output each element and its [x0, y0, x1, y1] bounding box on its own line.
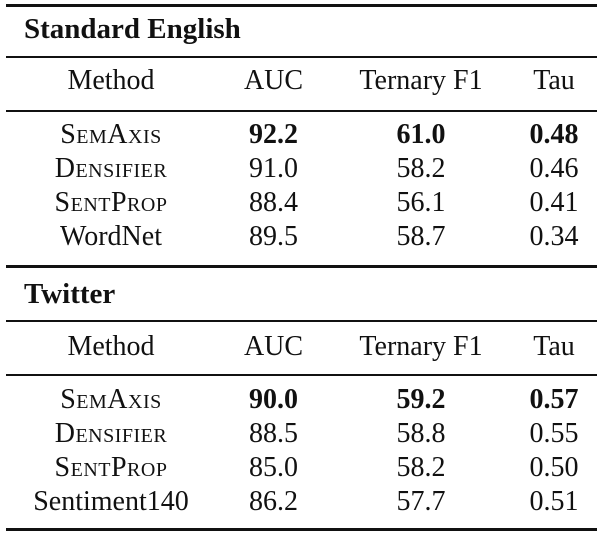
section-divider-rule	[6, 265, 597, 268]
method-cell: SentProp	[54, 187, 168, 218]
ternary-f1-cell: 58.7	[396, 221, 446, 252]
method-cell: SemAxis	[60, 119, 162, 150]
section-title-twitter: Twitter	[24, 278, 116, 310]
method-cell: Densifier	[54, 418, 168, 449]
tau-cell: 0.46	[529, 153, 579, 184]
ternary-f1-cell: 61.0	[396, 119, 446, 150]
section-title-rule	[6, 56, 597, 58]
ternary-f1-cell: 58.8	[396, 418, 446, 449]
auc-cell: 86.2	[249, 486, 298, 517]
header-rule	[6, 374, 597, 376]
table-row: Sentiment140 86.2 57.7 0.51	[6, 485, 597, 519]
column-header-ternary-f1: Ternary F1	[359, 65, 483, 96]
tau-cell: 0.34	[529, 221, 579, 252]
method-cell: SemAxis	[60, 384, 162, 415]
auc-cell: 89.5	[249, 221, 298, 252]
column-header-method: Method	[67, 331, 155, 362]
column-header-tau: Tau	[533, 331, 575, 362]
ternary-f1-cell: 58.2	[396, 153, 446, 184]
column-header-auc: AUC	[243, 65, 304, 96]
tau-cell: 0.55	[529, 418, 579, 449]
tau-cell: 0.57	[529, 384, 579, 415]
method-cell: Densifier	[54, 153, 168, 184]
table-row: WordNet 89.5 58.7 0.34	[6, 220, 597, 254]
table-row: Densifier 91.0 58.2 0.46	[6, 152, 597, 186]
column-header-tau: Tau	[533, 65, 575, 96]
method-cell: WordNet	[60, 221, 162, 252]
table-bottom-rule	[6, 528, 597, 531]
auc-cell: 91.0	[249, 153, 298, 184]
auc-cell: 90.0	[249, 384, 298, 415]
header-rule	[6, 110, 597, 112]
ternary-f1-cell: 59.2	[396, 384, 446, 415]
ternary-f1-cell: 56.1	[396, 187, 446, 218]
header-row: Method AUC Ternary F1 Tau	[6, 330, 597, 364]
column-header-ternary-f1: Ternary F1	[359, 331, 483, 362]
auc-cell: 92.2	[249, 119, 298, 150]
tau-cell: 0.50	[529, 452, 579, 483]
header-row: Method AUC Ternary F1 Tau	[6, 64, 597, 98]
column-header-auc: AUC	[243, 331, 304, 362]
ternary-f1-cell: 58.2	[396, 452, 446, 483]
auc-cell: 85.0	[249, 452, 298, 483]
table-top-rule	[6, 4, 597, 7]
table-row: SemAxis 92.2 61.0 0.48	[6, 118, 597, 152]
auc-cell: 88.4	[249, 187, 298, 218]
table-row: SentProp 88.4 56.1 0.41	[6, 186, 597, 220]
tau-cell: 0.51	[529, 486, 579, 517]
auc-cell: 88.5	[249, 418, 298, 449]
table-row: SentProp 85.0 58.2 0.50	[6, 451, 597, 485]
section-title-standard-english: Standard English	[24, 13, 241, 45]
method-cell: SentProp	[54, 452, 168, 483]
ternary-f1-cell: 57.7	[396, 486, 446, 517]
tau-cell: 0.41	[529, 187, 579, 218]
section-title-rule	[6, 320, 597, 322]
tau-cell: 0.48	[529, 119, 579, 150]
table-row: SemAxis 90.0 59.2 0.57	[6, 383, 597, 417]
method-cell: Sentiment140	[33, 486, 189, 517]
table-row: Densifier 88.5 58.8 0.55	[6, 417, 597, 451]
column-header-method: Method	[67, 65, 155, 96]
